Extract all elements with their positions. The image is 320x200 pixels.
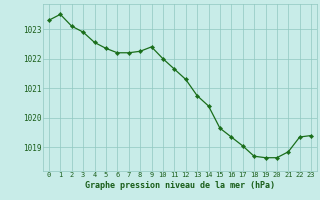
X-axis label: Graphe pression niveau de la mer (hPa): Graphe pression niveau de la mer (hPa) — [85, 181, 275, 190]
